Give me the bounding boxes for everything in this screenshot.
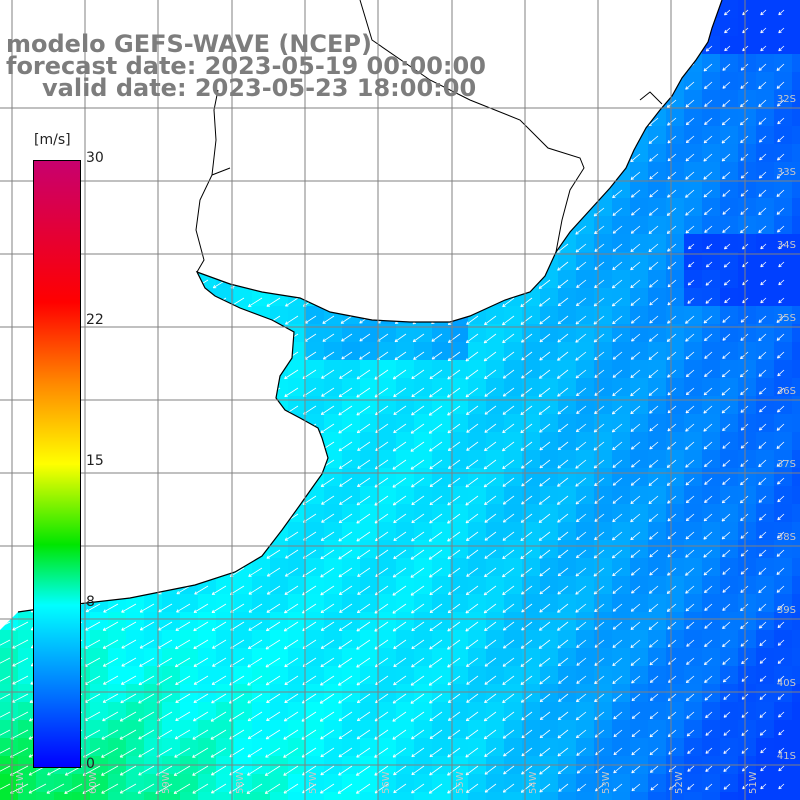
colorbar-tick-label: 30 bbox=[86, 150, 104, 166]
longitude-label: 58W bbox=[235, 771, 246, 794]
latitude-label: 37S bbox=[776, 459, 796, 470]
latitude-label: 40S bbox=[776, 678, 796, 689]
title-forecast-date: forecast date: 2023-05-19 00:00:00 bbox=[6, 52, 486, 80]
latitude-label: 36S bbox=[776, 386, 796, 397]
longitude-label: 60W bbox=[88, 771, 99, 794]
country-border bbox=[195, 0, 663, 273]
longitude-label: 51W bbox=[748, 771, 759, 794]
colorbar-tick-label: 22 bbox=[86, 311, 104, 328]
longitude-label: 61W bbox=[15, 771, 26, 794]
colorbar-tick-label: 0 bbox=[86, 756, 95, 772]
latitude-label: 32S bbox=[776, 94, 796, 105]
colorbar bbox=[33, 160, 81, 768]
longitude-label: 54W bbox=[528, 771, 539, 794]
colorbar-tick-label: 8 bbox=[86, 594, 95, 611]
longitude-label: 59W bbox=[161, 771, 172, 794]
longitude-label: 55W bbox=[455, 771, 466, 794]
latitude-label: 41S bbox=[776, 751, 796, 762]
title-model: modelo GEFS-WAVE (NCEP) bbox=[6, 30, 372, 58]
coastline bbox=[17, 0, 723, 613]
latitude-label: 34S bbox=[776, 240, 796, 251]
longitude-label: 56W bbox=[381, 771, 392, 794]
latitude-label: 33S bbox=[776, 167, 796, 178]
longitude-label: 52W bbox=[674, 771, 685, 794]
colorbar-tick-label: 15 bbox=[86, 453, 104, 469]
title-valid-date: valid date: 2023-05-23 18:00:00 bbox=[42, 74, 477, 102]
longitude-label: 57W bbox=[308, 771, 319, 794]
latitude-label: 35S bbox=[776, 313, 796, 324]
legend-units: [m/s] bbox=[34, 132, 71, 148]
longitude-label: 53W bbox=[601, 771, 612, 794]
latitude-label: 39S bbox=[776, 605, 796, 616]
latitude-label: 38S bbox=[776, 532, 796, 543]
